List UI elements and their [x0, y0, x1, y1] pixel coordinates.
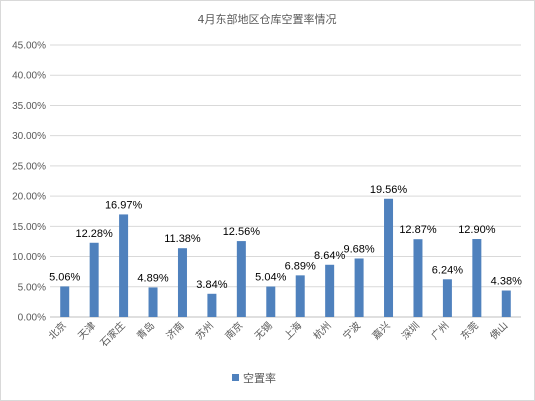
- x-tick-label: 青岛: [134, 319, 157, 342]
- y-tick-label: 10.00%: [12, 252, 46, 263]
- y-tick-label: 30.00%: [12, 131, 46, 142]
- bars: [60, 198, 511, 317]
- data-label: 4.89%: [137, 272, 168, 284]
- x-tick-label: 宁波: [340, 319, 363, 342]
- x-tick-label: 东莞: [458, 319, 481, 342]
- data-label: 5.06%: [49, 271, 80, 283]
- data-label: 5.04%: [255, 272, 286, 284]
- x-tick-label: 南京: [222, 319, 245, 342]
- bar: [354, 258, 364, 317]
- x-axis: 北京 天津 石家庄 青岛 济南 苏州 南京 无锡 上海 杭州 宁波 嘉兴 深圳 广州 东莞 佛山: [46, 319, 511, 349]
- data-label: 16.97%: [105, 199, 143, 211]
- data-label: 3.84%: [196, 279, 227, 291]
- chart-title: 4月东部地区仓库空置率情况: [198, 12, 337, 26]
- legend-swatch: [232, 374, 239, 381]
- x-tick-label: 杭州: [310, 319, 333, 342]
- bar: [295, 275, 305, 317]
- data-label: 8.64%: [314, 250, 345, 262]
- bar: [89, 242, 99, 317]
- y-tick-label: 20.00%: [12, 192, 46, 203]
- y-tick-label: 25.00%: [12, 161, 46, 172]
- bar: [413, 239, 423, 317]
- legend: 空置率: [232, 371, 276, 385]
- bar: [501, 290, 511, 317]
- x-tick-label: 广州: [429, 320, 452, 343]
- y-tick-label: 0.00%: [18, 313, 46, 324]
- bar: [119, 214, 129, 317]
- data-label: 6.24%: [432, 264, 463, 276]
- x-tick-label: 北京: [46, 319, 69, 342]
- x-tick-label: 无锡: [252, 319, 275, 342]
- bar: [472, 239, 482, 317]
- y-tick-label: 15.00%: [12, 222, 46, 233]
- data-label: 12.28%: [76, 228, 114, 240]
- y-tick-label: 5.00%: [18, 282, 46, 293]
- x-tick-label: 佛山: [487, 319, 510, 342]
- legend-label: 空置率: [243, 371, 276, 385]
- bar: [60, 286, 70, 317]
- y-tick-label: 35.00%: [12, 101, 46, 112]
- gridlines: [50, 44, 521, 318]
- bar: [148, 287, 158, 317]
- data-label: 12.90%: [458, 224, 496, 236]
- data-label: 11.38%: [164, 233, 201, 245]
- bar: [384, 198, 394, 317]
- data-labels: 5.06% 12.28% 16.97% 4.89% 11.38% 3.84% 12.56% 5…: [49, 184, 522, 291]
- bar: [266, 286, 276, 317]
- y-tick-label: 40.00%: [12, 71, 46, 82]
- data-label: 4.38%: [491, 276, 522, 288]
- bar: [236, 241, 246, 317]
- x-tick-label: 天津: [76, 320, 99, 343]
- bar: [177, 248, 187, 317]
- data-label: 12.56%: [223, 226, 261, 238]
- data-label: 9.68%: [343, 243, 374, 255]
- x-tick-label: 上海: [281, 319, 304, 342]
- data-label: 6.89%: [285, 260, 316, 272]
- data-label: 12.87%: [399, 224, 437, 236]
- x-tick-label: 嘉兴: [369, 319, 392, 342]
- bar: [325, 264, 335, 317]
- x-tick-label: 深圳: [399, 320, 422, 343]
- x-tick-label: 石家庄: [97, 319, 127, 349]
- bar: [207, 293, 217, 317]
- y-tick-label: 45.00%: [12, 41, 46, 52]
- bar: [442, 279, 452, 317]
- x-tick-label: 济南: [163, 319, 186, 342]
- data-label: 19.56%: [370, 184, 408, 196]
- x-tick-label: 苏州: [193, 319, 216, 342]
- y-axis: 0.00% 5.00% 10.00% 15.00% 20.00% 25.00% 30.00%…: [12, 41, 46, 324]
